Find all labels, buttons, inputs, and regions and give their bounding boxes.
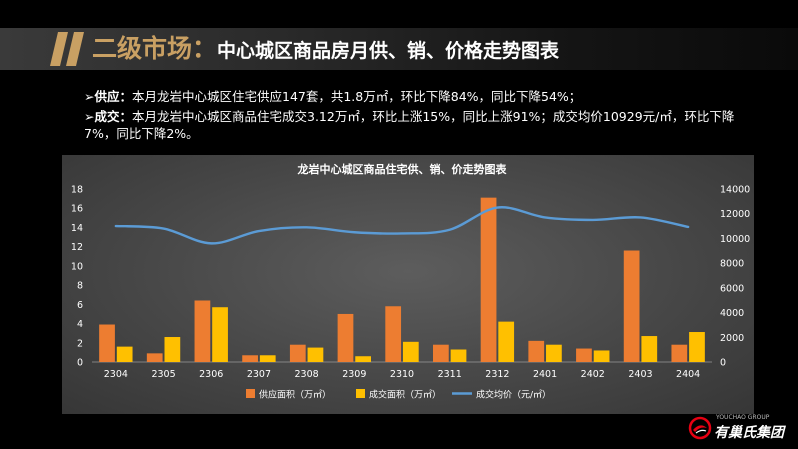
x-tick-label: 2401 xyxy=(533,369,557,380)
supply-bar xyxy=(99,324,115,362)
page-title: 二级市场：中心城区商品房月供、销、价格走势图表 xyxy=(92,33,559,65)
deal-bar xyxy=(402,341,419,362)
y-right-tick-label: 0 xyxy=(720,358,726,369)
price-line xyxy=(114,206,690,245)
page-title-main: 中心城区商品房月供、销、价格走势图表 xyxy=(217,40,560,62)
legend-label: 成交面积（万㎡） xyxy=(369,389,441,401)
x-tick-label: 2404 xyxy=(676,369,700,380)
deal-bar xyxy=(641,336,658,362)
header-bar xyxy=(0,28,798,70)
y-right-tick-label: 12000 xyxy=(720,209,750,220)
deal-bullet: ➢成交：本月龙岩中心城区商品住宅成交3.12万㎡，环比上涨15%，同比上涨91%… xyxy=(84,108,744,142)
chart-svg: 龙岩中心城区商品住宅供、销、价走势图表 0 2 4 6 8 10 12 14 16 18 0 2000 4… xyxy=(71,162,750,401)
supply-bar xyxy=(528,340,545,362)
legend-label: 供应面积（万㎡） xyxy=(259,389,331,401)
bullet-arrow-icon: ➢ xyxy=(84,89,95,104)
logo-text-en: YOUCHAO GROUP xyxy=(716,414,770,421)
x-tick-label: 2312 xyxy=(485,369,509,380)
deal-bar xyxy=(355,356,371,362)
x-tick-label: 2311 xyxy=(438,369,462,380)
deal-bar xyxy=(259,355,276,362)
x-tick-label: 2403 xyxy=(628,369,652,380)
logo-text-cn: 有巢氏集团 xyxy=(714,425,784,441)
y-left-tick-label: 18 xyxy=(71,185,83,196)
y-left-tick-label: 2 xyxy=(77,338,83,349)
y-right-tick-label: 6000 xyxy=(720,283,744,294)
supply-bar xyxy=(671,344,688,362)
y-left-tick-label: 12 xyxy=(71,242,83,253)
deal-bar xyxy=(116,346,133,362)
y-right-tick-label: 10000 xyxy=(720,234,750,245)
x-tick-label: 2309 xyxy=(342,369,366,380)
deal-bar xyxy=(593,350,610,362)
nest-logo-icon xyxy=(688,416,712,440)
company-logo: YOUCHAO GROUP 有巢氏集团 xyxy=(688,412,788,442)
y-left-tick-label: 8 xyxy=(77,281,83,292)
supply-bar xyxy=(576,348,592,362)
y-right-tick-label: 4000 xyxy=(720,308,744,319)
legend-swatch xyxy=(246,389,255,398)
supply-bar xyxy=(289,344,306,362)
supply-text: 本月龙岩中心城区住宅供应147套，共1.8万㎡，环比下降84%，同比下降54%； xyxy=(132,89,582,104)
y-left-tick-label: 6 xyxy=(77,300,83,311)
deal-bar xyxy=(546,344,562,362)
supply-bar xyxy=(623,250,640,362)
x-tick-label: 2305 xyxy=(151,369,175,380)
y-right-tick-label: 8000 xyxy=(720,259,744,270)
x-tick-label: 2402 xyxy=(581,369,605,380)
supply-bar xyxy=(242,355,258,362)
deal-bar xyxy=(689,332,705,362)
y-left-tick-label: 10 xyxy=(71,261,83,272)
legend-label: 成交均价（元/㎡） xyxy=(476,389,551,401)
supply-bar xyxy=(385,306,402,362)
y-right-tick-label: 2000 xyxy=(720,333,744,344)
y-left-tick-label: 0 xyxy=(77,358,83,369)
y-right-tick-label: 14000 xyxy=(720,185,750,196)
deal-bar xyxy=(307,347,324,362)
x-tick-label: 2308 xyxy=(295,369,319,380)
chart-title: 龙岩中心城区商品住宅供、销、价走势图表 xyxy=(297,162,508,176)
x-tick-label: 2310 xyxy=(390,369,414,380)
deal-text: 本月龙岩中心城区商品住宅成交3.12万㎡，环比上涨15%，同比上涨91%；成交均… xyxy=(84,109,735,141)
supply-bar xyxy=(433,344,449,362)
deal-bar xyxy=(498,321,515,362)
x-tick-label: 2304 xyxy=(104,369,128,380)
deal-bar xyxy=(164,337,181,362)
supply-bar xyxy=(337,313,354,362)
y-left-tick-label: 16 xyxy=(71,204,83,215)
y-left-tick-label: 4 xyxy=(77,319,83,330)
supply-bar xyxy=(146,353,163,362)
supply-bullet: ➢供应：本月龙岩中心城区住宅供应147套，共1.8万㎡，环比下降84%，同比下降… xyxy=(84,88,744,105)
y-left-tick-label: 14 xyxy=(71,223,83,234)
deal-label: 成交： xyxy=(94,109,132,124)
x-tick-label: 2307 xyxy=(247,369,271,380)
x-tick-label: 2306 xyxy=(199,369,223,380)
supply-bar xyxy=(194,300,211,362)
legend-swatch xyxy=(356,389,365,398)
deal-bar xyxy=(212,307,228,362)
deal-bar xyxy=(450,349,467,362)
page-title-prefix: 二级市场： xyxy=(92,34,218,63)
bullet-arrow-icon: ➢ xyxy=(84,109,95,124)
header-stripes-decoration xyxy=(50,32,84,66)
supply-bar xyxy=(480,197,497,362)
supply-label: 供应： xyxy=(94,89,132,104)
